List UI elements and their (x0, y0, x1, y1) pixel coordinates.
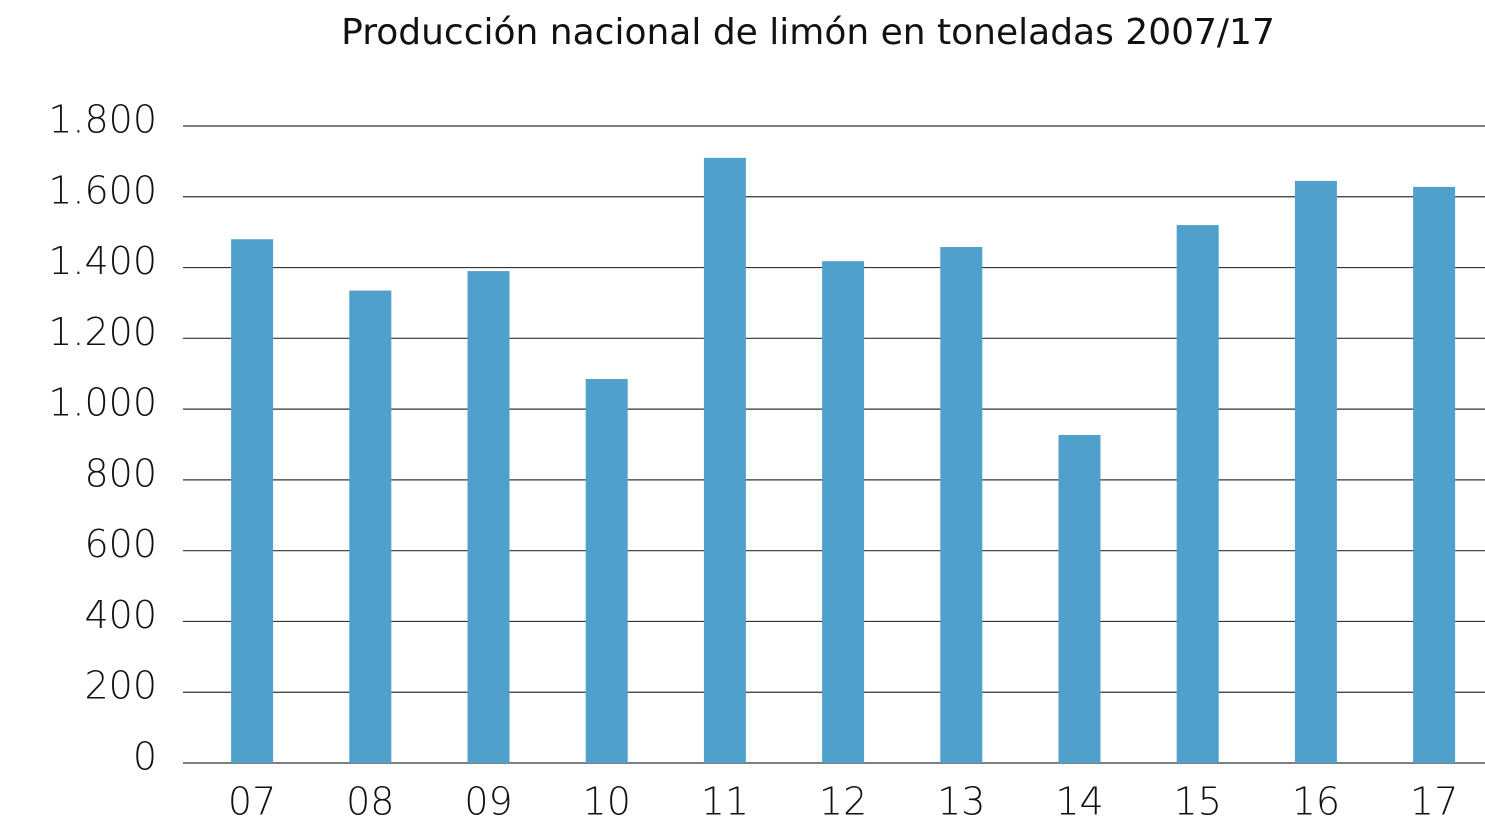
bar (467, 271, 510, 763)
x-tick-label: 16 (1292, 780, 1340, 824)
x-tick-label: 17 (1410, 780, 1458, 824)
x-tick-label: 07 (228, 780, 276, 824)
bar (703, 157, 746, 764)
bar (1176, 225, 1219, 764)
bar (349, 290, 392, 763)
bar (822, 261, 865, 763)
bar (940, 247, 983, 763)
x-tick-label: 11 (701, 780, 749, 824)
y-tick-label: 1.800 (48, 98, 157, 142)
y-tick-label: 1.200 (48, 310, 157, 354)
y-tick-label: 1.600 (48, 168, 157, 212)
bar (1294, 180, 1337, 763)
x-tick-label: 09 (464, 780, 512, 824)
y-tick-label: 200 (84, 664, 157, 708)
x-tick-label: 14 (1055, 780, 1103, 824)
x-tick-label: 08 (346, 780, 394, 824)
y-tick-label: 800 (84, 451, 157, 495)
bar (585, 379, 628, 763)
y-tick-label: 1.000 (48, 381, 157, 425)
bar (231, 239, 274, 763)
chart-title: Producción nacional de limón en tonelada… (341, 12, 1275, 53)
x-tick-label: 12 (819, 780, 867, 824)
bar (1413, 186, 1456, 763)
y-tick-label: 600 (84, 522, 157, 566)
y-tick-label: 1.400 (48, 239, 157, 283)
bar (1058, 434, 1101, 763)
x-tick-label: 10 (583, 780, 631, 824)
x-tick-label: 15 (1174, 780, 1222, 824)
x-tick-label: 13 (937, 780, 985, 824)
y-tick-label: 400 (84, 593, 157, 637)
y-tick-label: 0 (133, 735, 157, 779)
